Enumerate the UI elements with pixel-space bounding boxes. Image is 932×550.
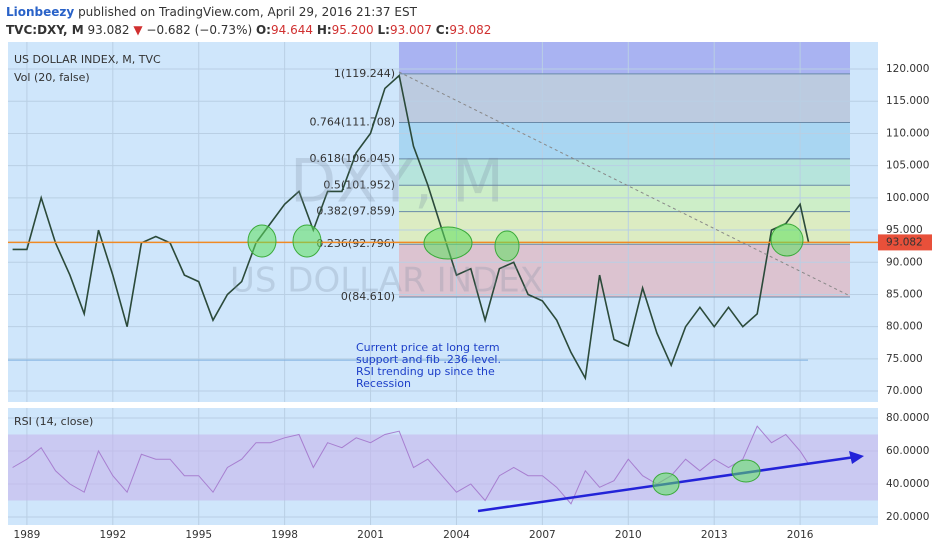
o-label: O:	[256, 23, 271, 37]
x-tick-label: 2001	[357, 529, 384, 541]
x-tick-label: 2004	[443, 529, 470, 541]
fib-band	[399, 185, 850, 212]
x-tick-label: 1998	[271, 529, 298, 541]
annotation-line: support and fib .236 level.	[356, 353, 501, 366]
x-tick-label: 1995	[185, 529, 212, 541]
last-price-tag	[878, 234, 932, 251]
author[interactable]: Lionbeezy	[6, 5, 74, 19]
fib-label: 0.618(106.045)	[309, 152, 395, 165]
published: published on TradingView.com, April 29, …	[78, 5, 418, 19]
y-tick-label: 20.0000	[886, 511, 929, 523]
fib-band	[399, 73, 850, 123]
highlight	[652, 472, 680, 496]
highlight	[292, 224, 322, 258]
watermark-sub: US DOLLAR INDEX	[230, 261, 543, 301]
header-line-2: TVC:DXY, M 93.082 ▼ −0.682 (−0.73%) O:94…	[6, 23, 491, 37]
fib-label: 0(84.610)	[341, 290, 395, 303]
y-tick-label: 115.000	[886, 95, 929, 107]
close: 93.082	[449, 23, 491, 37]
x-tick-label: 2013	[701, 529, 728, 541]
highlight	[731, 459, 761, 483]
rsi-title: RSI (14, close)	[14, 415, 93, 428]
y-tick-label: 75.000	[886, 353, 923, 365]
header-line-1: Lionbeezy published on TradingView.com, …	[6, 5, 418, 19]
down-arrow: ▼	[133, 23, 143, 37]
y-tick-label: 95.000	[886, 224, 923, 236]
y-tick-label: 120.000	[886, 63, 929, 75]
open: 94.644	[271, 23, 313, 37]
annotation-line: RSI trending up since the	[356, 365, 495, 378]
highlights	[247, 223, 804, 496]
last-price-label: 93.082	[886, 236, 923, 248]
l-label: L:	[377, 23, 389, 37]
fib-label: 0.236(92.796)	[316, 237, 395, 250]
h-label: H:	[317, 23, 332, 37]
fib-label: 0.764(111.708)	[309, 115, 395, 128]
pane-title: US DOLLAR INDEX, M, TVC	[14, 53, 161, 66]
fib-bands	[399, 42, 850, 297]
change: −0.682 (−0.73%)	[146, 23, 252, 37]
symbol: TVC:DXY, M	[6, 23, 84, 37]
c-label: C:	[436, 23, 450, 37]
last: 93.082	[88, 23, 130, 37]
fib-band	[399, 244, 850, 297]
fib-band	[399, 158, 850, 186]
fib-band	[399, 122, 850, 159]
highlight	[770, 223, 804, 257]
series-line	[12, 425, 810, 505]
fib-label: 0.382(97.859)	[316, 205, 395, 218]
highlight	[423, 226, 473, 260]
annotation-line: Recession	[356, 377, 411, 390]
fib-label: 0.5(101.952)	[323, 178, 395, 191]
watermark: DXY, M	[290, 147, 504, 217]
y-tick-label: 110.000	[886, 127, 929, 139]
y-tick-label: 85.000	[886, 288, 923, 300]
x-tick-label: 2010	[615, 529, 642, 541]
highlight	[247, 224, 277, 258]
arrow-head	[849, 451, 864, 464]
low: 93.007	[390, 23, 432, 37]
pane-subtitle: Vol (20, false)	[14, 71, 90, 84]
x-tick-label: 1989	[14, 529, 41, 541]
fib-label: 1(119.244)	[334, 67, 395, 80]
y-tick-label: 70.000	[886, 385, 923, 397]
x-tick-label: 1992	[99, 529, 126, 541]
y-tick-label: 60.0000	[886, 445, 929, 457]
series-line	[12, 73, 810, 381]
y-tick-label: 90.000	[886, 256, 923, 268]
chart-layer: 70.000 75.000 80.000 85.000 90.000 95.000 100.…	[8, 42, 932, 541]
y-tick-label: 105.000	[886, 160, 929, 172]
y-tick-label: 40.0000	[886, 478, 929, 490]
x-tick-label: 2016	[787, 529, 814, 541]
annotation-line: Current price at long term	[356, 341, 500, 354]
y-tick-label: 80.0000	[886, 412, 929, 424]
highlight	[494, 230, 520, 262]
y-tick-label: 80.000	[886, 321, 923, 333]
high: 95.200	[332, 23, 374, 37]
y-tick-label: 100.000	[886, 192, 929, 204]
x-tick-label: 2007	[529, 529, 556, 541]
